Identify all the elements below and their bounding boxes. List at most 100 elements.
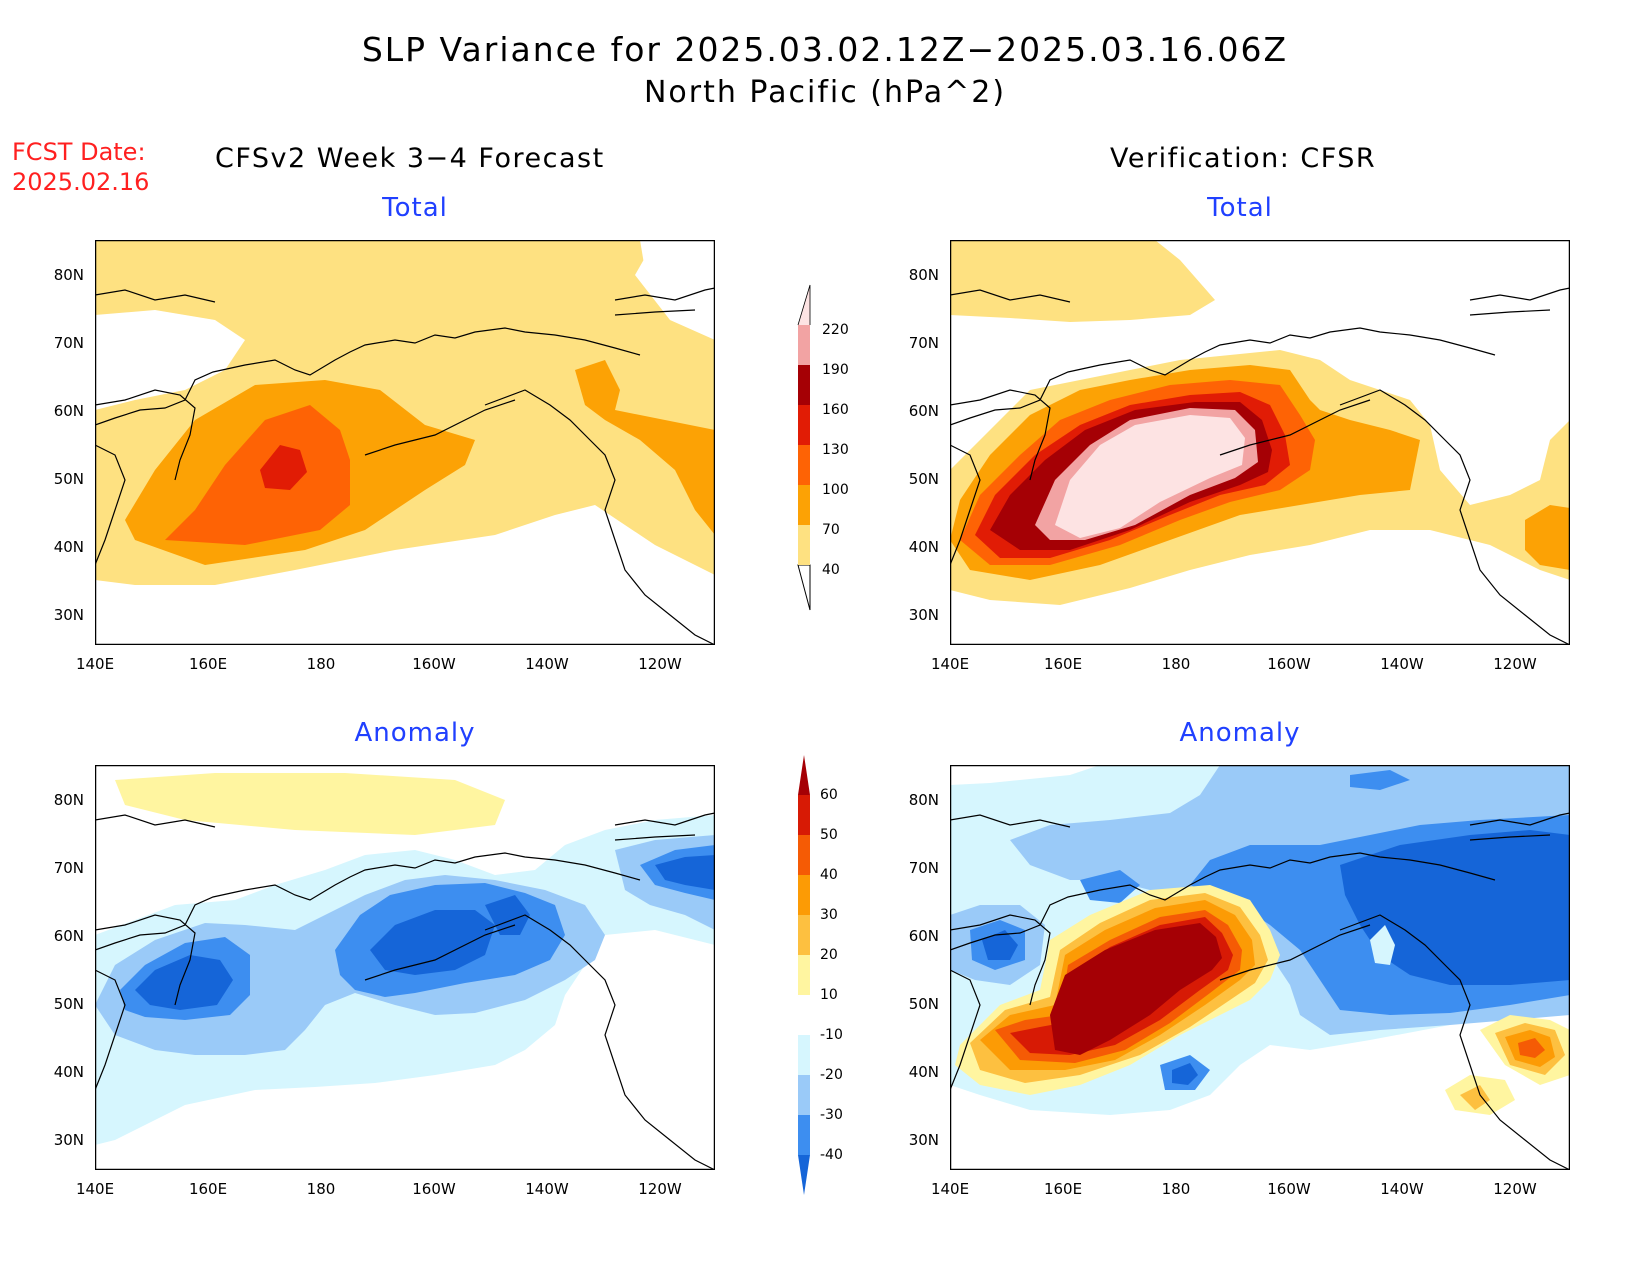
cbar-label: 20 bbox=[820, 947, 838, 963]
lat-tick: 60N bbox=[53, 927, 84, 945]
lat-tick: 80N bbox=[908, 791, 939, 809]
cbar-label: -10 bbox=[820, 1027, 843, 1043]
lat-tick: 50N bbox=[53, 470, 84, 488]
lon-tick: 140W bbox=[525, 655, 569, 673]
fcst-date-label: FCST Date: bbox=[12, 138, 146, 166]
lon-tick: 140E bbox=[75, 655, 115, 673]
lat-tick: 40N bbox=[53, 538, 84, 556]
lat-tick: 80N bbox=[908, 266, 939, 284]
lon-tick: 160E bbox=[1043, 655, 1083, 673]
cbar-label: -40 bbox=[820, 1147, 843, 1163]
lat-tick: 50N bbox=[908, 995, 939, 1013]
lat-tick: 70N bbox=[908, 334, 939, 352]
lat-tick: 30N bbox=[53, 606, 84, 624]
shade-pos-10-20 bbox=[115, 773, 505, 835]
lon-tick: 160W bbox=[1267, 1180, 1311, 1198]
lon-tick: 120W bbox=[1493, 655, 1537, 673]
shade-neg-40-mid bbox=[370, 910, 495, 975]
lon-tick: 160W bbox=[412, 655, 456, 673]
clear-east bbox=[640, 240, 715, 335]
shade-130-160 bbox=[260, 445, 307, 490]
cbar-cell-neg-40 bbox=[798, 1155, 810, 1195]
cbar-label: 160 bbox=[822, 402, 849, 418]
lon-tick: 160E bbox=[188, 655, 228, 673]
lon-tick: 140E bbox=[930, 655, 970, 673]
cbar-cell-neg-20-30 bbox=[798, 1075, 810, 1115]
cbar-cell-neg-10-20 bbox=[798, 1035, 810, 1075]
shade-70-100-east bbox=[1525, 505, 1570, 570]
lon-tick: 120W bbox=[1493, 1180, 1537, 1198]
panel-title-top-left: Total bbox=[382, 193, 448, 223]
lon-tick: 160E bbox=[188, 1180, 228, 1198]
lon-tick: 160W bbox=[1267, 655, 1311, 673]
cbar-label: -30 bbox=[820, 1107, 843, 1123]
shade-neg-40-east bbox=[655, 855, 715, 890]
cbar-cell-50-60 bbox=[798, 795, 810, 835]
cbar-cell-70-100 bbox=[798, 485, 810, 525]
lat-tick: 30N bbox=[908, 1131, 939, 1149]
cbar-label: -20 bbox=[820, 1067, 843, 1083]
coastlines bbox=[950, 287, 1570, 645]
panel-title-bottom-left: Anomaly bbox=[354, 718, 476, 748]
lat-tick: 70N bbox=[53, 334, 84, 352]
cbar-label: 60 bbox=[820, 787, 838, 803]
cbar-cell-190-220 bbox=[798, 325, 810, 365]
panel-title-top-right: Total bbox=[1207, 193, 1273, 223]
lat-tick: 60N bbox=[908, 927, 939, 945]
coastlines bbox=[95, 287, 715, 645]
cbar-label: 100 bbox=[822, 482, 849, 498]
main-subtitle: North Pacific (hPa^2) bbox=[643, 75, 1007, 110]
main-title: SLP Variance for 2025.03.02.12Z−2025.03.… bbox=[361, 30, 1289, 69]
cbar-label: 70 bbox=[822, 522, 840, 538]
clear-top-left bbox=[950, 765, 1100, 785]
lat-tick: 40N bbox=[908, 1063, 939, 1081]
lon-tick: 140W bbox=[1380, 1180, 1424, 1198]
shade-neg-30-40-north bbox=[1350, 770, 1410, 790]
cbar-cell-10-20 bbox=[798, 955, 810, 995]
fcst-date-value: 2025.02.16 bbox=[12, 168, 150, 196]
lon-tick: 180 bbox=[306, 655, 336, 673]
shade-100-130 bbox=[165, 405, 350, 545]
clear-arctic-west bbox=[95, 310, 245, 410]
shade-pos-20-30-south bbox=[1460, 1085, 1490, 1110]
cbar-cell-60plus bbox=[798, 755, 810, 795]
lat-tick: 30N bbox=[53, 1131, 84, 1149]
lon-tick: 160W bbox=[412, 1180, 456, 1198]
lon-tick: 140E bbox=[75, 1180, 115, 1198]
cbar-label: 40 bbox=[820, 867, 838, 883]
lat-tick: 60N bbox=[53, 402, 84, 420]
lon-tick: 180 bbox=[1161, 655, 1191, 673]
shade-220plus bbox=[1055, 415, 1245, 538]
lat-tick: 50N bbox=[53, 995, 84, 1013]
total-colorbar bbox=[797, 284, 811, 611]
shade-neg-40-south bbox=[1172, 1063, 1198, 1085]
lat-tick: 80N bbox=[53, 266, 84, 284]
cbar-label: 10 bbox=[820, 987, 838, 1003]
shade-70-100-east bbox=[575, 360, 715, 535]
shade-neg-40 bbox=[135, 955, 233, 1010]
lat-tick: 80N bbox=[53, 791, 84, 809]
lon-tick: 120W bbox=[638, 655, 682, 673]
cbar-cell-160-190 bbox=[798, 365, 810, 405]
verification-header: Verification: CFSR bbox=[1110, 143, 1377, 174]
lon-tick: 180 bbox=[1161, 1180, 1191, 1198]
lat-tick: 60N bbox=[908, 402, 939, 420]
cbar-cell-130-160 bbox=[798, 405, 810, 445]
cbar-label: 130 bbox=[822, 442, 849, 458]
map-verification-total bbox=[950, 240, 1570, 645]
cbar-cell-neg-30-40 bbox=[798, 1115, 810, 1155]
cbar-label: 190 bbox=[822, 362, 849, 378]
anomaly-colorbar bbox=[798, 755, 810, 1195]
shade-neg-40 bbox=[1340, 830, 1570, 985]
coastlines bbox=[95, 812, 715, 1170]
shade-pos-60plus bbox=[1050, 923, 1222, 1055]
lat-tick: 40N bbox=[908, 538, 939, 556]
lat-tick: 50N bbox=[908, 470, 939, 488]
panel-title-bottom-right: Anomaly bbox=[1179, 718, 1301, 748]
cbar-cell-30-40 bbox=[798, 875, 810, 915]
lon-tick: 180 bbox=[306, 1180, 336, 1198]
lon-tick: 140W bbox=[1380, 655, 1424, 673]
coastlines bbox=[950, 812, 1570, 1170]
lon-tick: 120W bbox=[638, 1180, 682, 1198]
lat-tick: 30N bbox=[908, 606, 939, 624]
